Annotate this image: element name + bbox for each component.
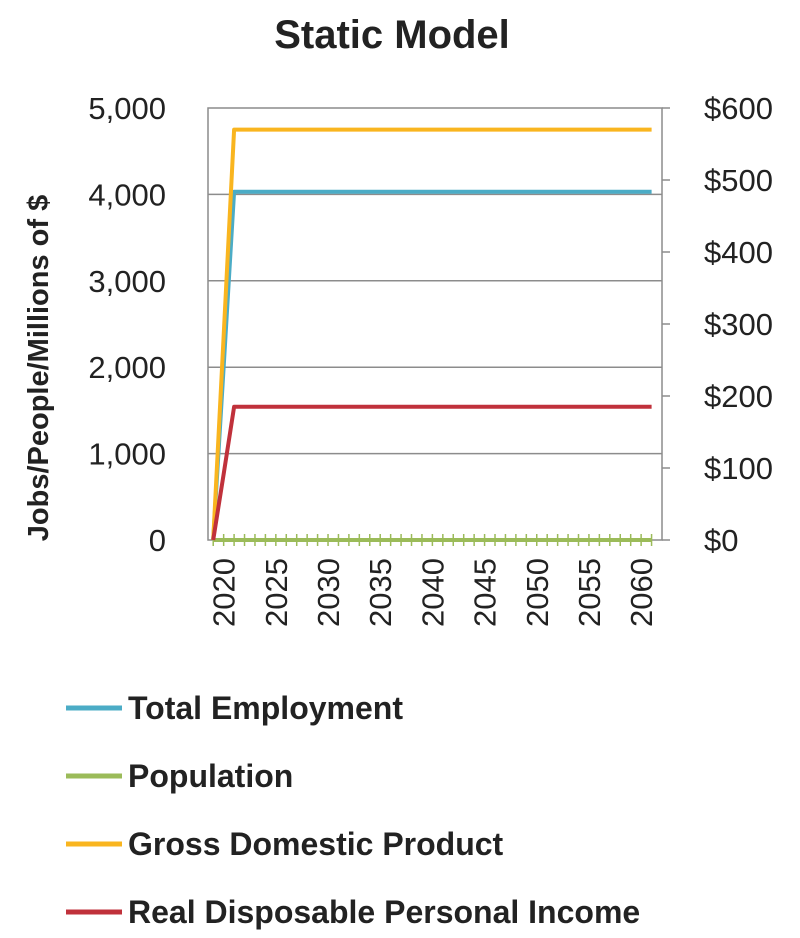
plot-frame <box>207 107 663 541</box>
x-tick-label: 2040 <box>415 558 450 627</box>
y-tick-label: 2,000 <box>88 350 166 385</box>
chart-title: Static Model <box>274 13 510 57</box>
y-tick-label: 5,000 <box>88 91 166 126</box>
y2-tick-label: $100 <box>704 451 773 486</box>
y2-tick-label: $600 <box>704 91 773 126</box>
legend-label: Population <box>128 758 293 794</box>
series-line-real-disposable-personal-income <box>211 404 652 541</box>
tick-labels: 0 1,000 2,000 3,000 4,000 5,000 $0 $100 $200 $300… <box>88 91 773 627</box>
legend: Total Employment Population Gross Domestic… <box>66 690 640 930</box>
y2-tick-label: $300 <box>704 307 773 342</box>
x-tick-label: 2050 <box>520 558 555 627</box>
x-tick-label: 2020 <box>207 558 242 627</box>
axes <box>207 107 670 546</box>
x-tick-label: 2045 <box>468 558 503 627</box>
x-tick-label: 2030 <box>311 558 346 627</box>
legend-label: Gross Domestic Product <box>128 826 504 862</box>
x-tick-label: 2025 <box>259 558 294 627</box>
y2-tick-label: $200 <box>704 379 773 414</box>
legend-label: Total Employment <box>128 690 403 726</box>
series-lines <box>211 127 652 542</box>
series-line-total-employment <box>211 189 652 541</box>
x-tick-label: 2055 <box>572 558 607 627</box>
x-tick-label: 2035 <box>363 558 398 627</box>
y2-tick-label: $500 <box>704 163 773 198</box>
series-line-gross-domestic-product <box>211 127 652 541</box>
y-axis-label: Jobs/People/Millions of $ <box>23 195 55 541</box>
y-tick-label: 3,000 <box>88 264 166 299</box>
y2-tick-label: $400 <box>704 235 773 270</box>
y-tick-label: 4,000 <box>88 177 166 212</box>
y2-tick-label: $0 <box>704 523 738 558</box>
y-tick-label: 0 <box>149 523 166 558</box>
y-tick-label: 1,000 <box>88 437 166 472</box>
gridlines <box>208 193 662 455</box>
legend-label: Real Disposable Personal Income <box>128 894 640 930</box>
x-tick-label: 2060 <box>624 558 659 627</box>
